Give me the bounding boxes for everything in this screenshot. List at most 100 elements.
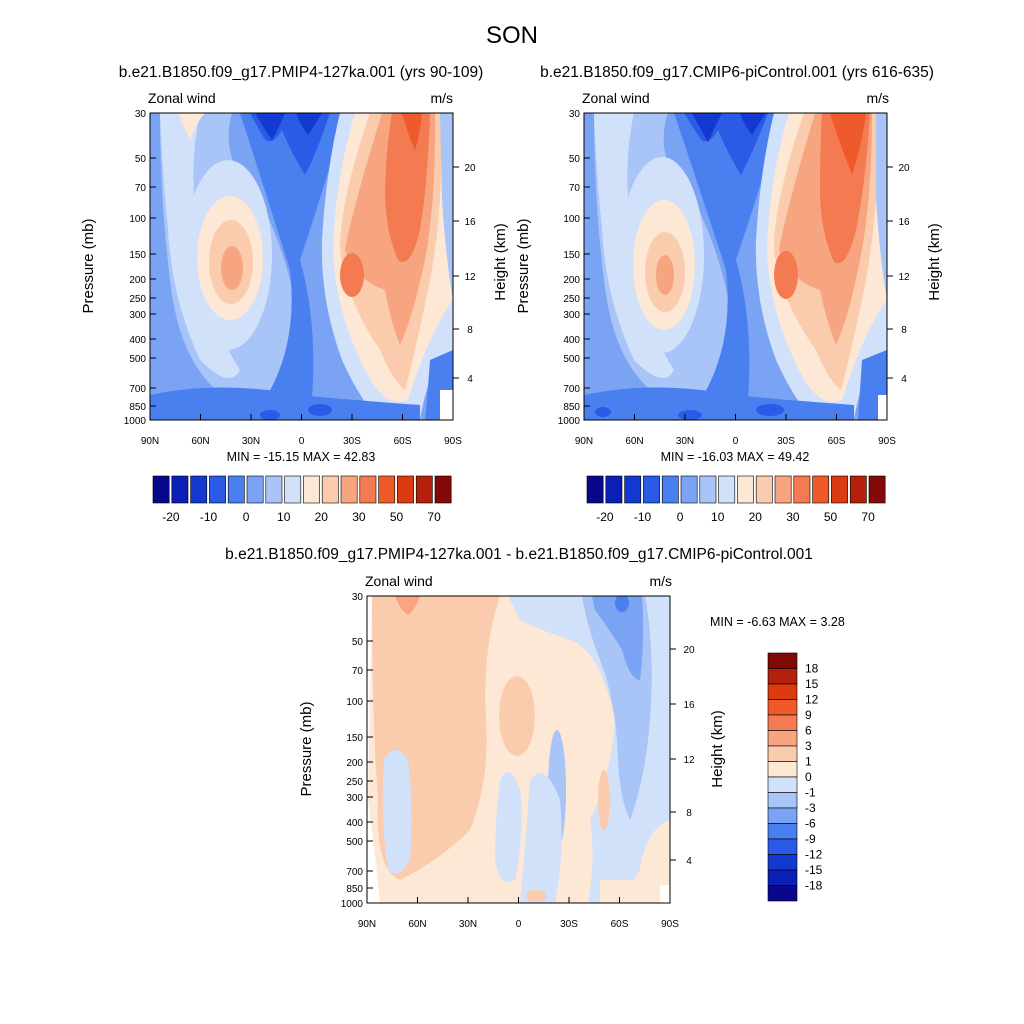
contour-band — [520, 773, 562, 903]
y-tick-label: 100 — [346, 697, 363, 708]
y-tick-label: 1000 — [558, 416, 581, 427]
colorbar-box — [767, 854, 798, 871]
colorbar-box — [849, 475, 867, 504]
contour-band — [598, 770, 610, 830]
colorbar-box — [718, 475, 736, 504]
colorbar-label: 9 — [805, 708, 812, 722]
contour-band — [178, 113, 205, 140]
colorbar-label: 20 — [315, 510, 329, 524]
x-tick-label: 90S — [444, 436, 462, 447]
height-tick-label: 20 — [464, 163, 476, 174]
x-tick-label: 60N — [191, 436, 209, 447]
y-tick-label: 1000 — [341, 899, 364, 910]
y-tick-label: 70 — [569, 183, 581, 194]
y-tick-label: 100 — [563, 214, 580, 225]
contour-band — [756, 404, 784, 416]
colorbar-label: 30 — [786, 510, 800, 524]
colorbar-box — [767, 807, 798, 824]
y-tick-label: 50 — [352, 637, 364, 648]
colorbar-box — [321, 475, 339, 504]
y-tick-label: 700 — [129, 384, 146, 395]
x-tick-label: 0 — [733, 436, 739, 447]
colorbar-box — [415, 475, 433, 504]
x-tick-label: 0 — [516, 919, 522, 930]
contour-band — [600, 880, 670, 903]
y-tick-label: 30 — [569, 109, 581, 120]
colorbar-box — [378, 475, 396, 504]
colorbar-label: -3 — [805, 801, 816, 815]
y-tick-label: 150 — [563, 250, 580, 261]
contour-band — [499, 676, 535, 756]
y-tick-label: 100 — [129, 214, 146, 225]
colorbar-label: 1 — [805, 755, 812, 769]
contour-band — [260, 410, 280, 420]
colorbar-box — [661, 475, 679, 504]
colorbar-box — [767, 745, 798, 762]
contour-band — [367, 596, 380, 903]
colorbar-box — [605, 475, 623, 504]
colorbar-box — [767, 885, 798, 902]
contour-band — [296, 113, 322, 135]
colorbar-box — [699, 475, 717, 504]
colorbar-label: 10 — [711, 510, 725, 524]
contour-band — [830, 113, 866, 175]
y-tick-label: 700 — [346, 867, 363, 878]
panel-title: b.e21.B1850.f09_g17.PMIP4-127ka.001 (yrs… — [119, 64, 484, 81]
colorbar-box — [265, 475, 283, 504]
colorbar-box — [643, 475, 660, 504]
x-tick-label: 30S — [343, 436, 361, 447]
height-tick-label: 16 — [898, 217, 910, 228]
colorbar-label: -1 — [805, 786, 816, 800]
y-tick-label: 150 — [346, 733, 363, 744]
colorbar-box — [767, 776, 798, 793]
colorbar-box — [767, 652, 798, 669]
y-tick-label: 850 — [129, 402, 146, 413]
panel-test: b.e21.B1850.f09_g17.PMIP4-127ka.001 (yrs… — [80, 64, 509, 524]
x-tick-label: 60S — [394, 436, 412, 447]
colorbar-box — [793, 475, 811, 504]
figure-title: SON — [486, 22, 538, 49]
contour-band — [221, 246, 243, 290]
contour-band — [592, 596, 644, 680]
x-tick-label: 60N — [625, 436, 643, 447]
height-tick-label: 4 — [467, 374, 473, 385]
colorbar-label: 0 — [243, 510, 250, 524]
contour-band — [340, 253, 364, 297]
colorbar-label: -20 — [162, 510, 180, 524]
y-tick-label: 300 — [129, 310, 146, 321]
colorbar-label: 15 — [805, 677, 819, 691]
x-tick-label: 30S — [560, 919, 578, 930]
height-tick-label: 4 — [686, 856, 692, 867]
contour-fill — [367, 596, 670, 903]
y-tick-label: 150 — [129, 250, 146, 261]
y-axis-label-right: Height (km) — [709, 710, 726, 788]
contour-band — [774, 251, 798, 299]
colorbar-label: 50 — [824, 510, 838, 524]
colorbar-label: -9 — [805, 832, 816, 846]
colorbar-box — [767, 838, 798, 855]
contour-band — [740, 113, 766, 135]
colorbar-box — [284, 475, 302, 504]
contour-band — [674, 113, 782, 420]
colorbar-box — [767, 869, 798, 886]
colorbar-box — [303, 475, 320, 504]
y-tick-label: 700 — [563, 384, 580, 395]
y-tick-label: 500 — [129, 354, 146, 365]
colorbar-box — [767, 699, 798, 716]
colorbar-box — [767, 730, 798, 747]
y-tick-label: 850 — [346, 884, 363, 895]
contour-band — [615, 596, 629, 612]
contour-band — [385, 113, 430, 262]
panel-difference: b.e21.B1850.f09_g17.PMIP4-127ka.001 - b.… — [225, 546, 845, 930]
x-tick-label: 60N — [408, 919, 426, 930]
y-axis-left: 30 50 70 100 150 200 250 300 400 500 700… — [558, 109, 590, 427]
left-string: Zonal wind — [148, 90, 216, 106]
y-tick-label: 400 — [346, 818, 363, 829]
min-max-stats: MIN = -15.15 MAX = 42.83 — [227, 450, 376, 464]
y-tick-label: 250 — [346, 777, 363, 788]
x-tick-label: 90N — [358, 919, 376, 930]
colorbar-box — [812, 475, 830, 504]
contour-band — [382, 750, 412, 874]
colorbar-label: 70 — [861, 510, 875, 524]
colorbar-label: -12 — [805, 848, 823, 862]
